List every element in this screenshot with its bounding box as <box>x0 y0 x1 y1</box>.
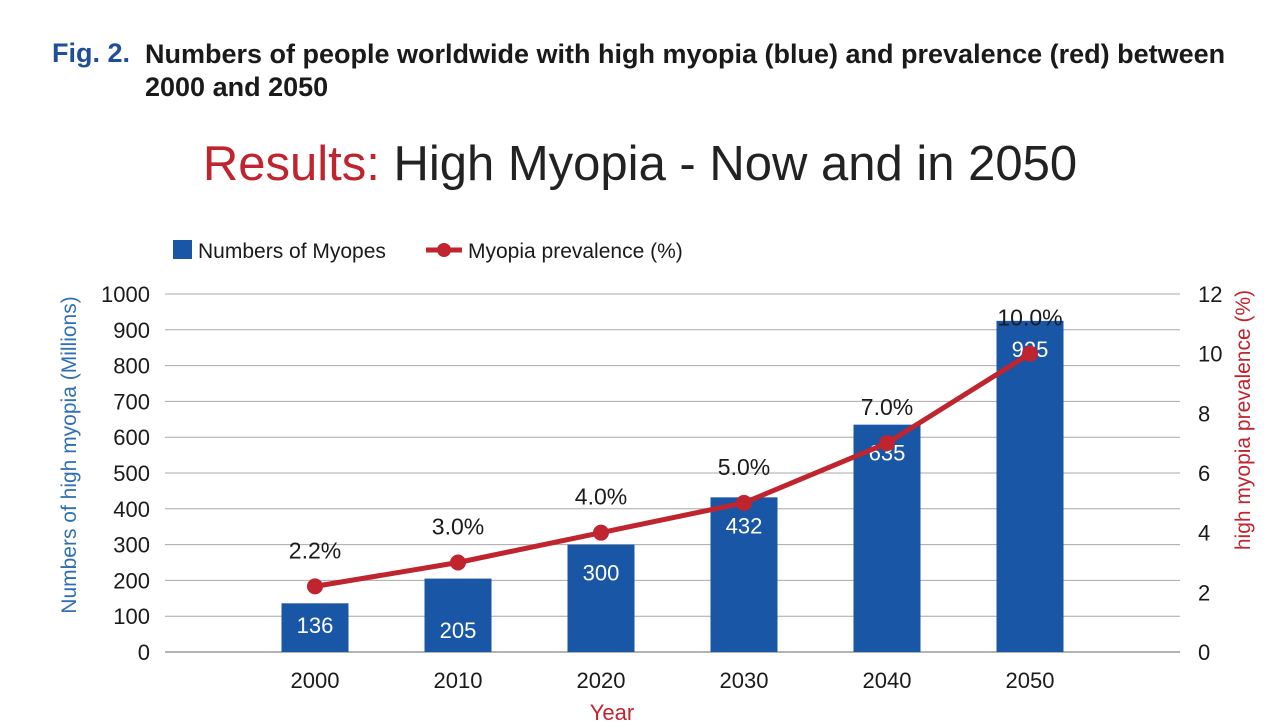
y-tick-label-left: 100 <box>113 604 150 629</box>
bar-value-label: 136 <box>297 613 334 638</box>
y-tick-label-left: 0 <box>138 640 150 665</box>
prevalence-point <box>307 578 323 595</box>
y-tick-label-right: 8 <box>1198 401 1210 426</box>
prevalence-point <box>450 554 466 571</box>
bar-value-label: 432 <box>726 513 763 538</box>
x-tick-label: 2010 <box>434 668 483 693</box>
x-tick-label: 2000 <box>291 668 340 693</box>
chart-title-accent: Results: <box>202 137 380 191</box>
prevalence-point <box>736 494 752 511</box>
legend-marker-prevalence <box>437 243 451 257</box>
y-tick-label-right: 6 <box>1198 461 1210 486</box>
y-axis-title-left: Numbers of high myopia (Millions) <box>58 296 81 613</box>
figure-caption-text: Numbers of people worldwide with high my… <box>145 39 1226 102</box>
bar-value-label: 300 <box>583 561 620 586</box>
x-tick-label: 2030 <box>720 668 769 693</box>
prevalence-point <box>1022 345 1038 362</box>
y-tick-label-left: 400 <box>113 497 150 522</box>
legend-swatch-bars <box>173 240 192 259</box>
y-tick-label-right: 12 <box>1198 282 1222 307</box>
y-tick-label-right: 0 <box>1198 640 1210 665</box>
bar-2000 <box>281 603 349 652</box>
y-tick-label-left: 200 <box>113 568 150 593</box>
y-tick-label-left: 600 <box>113 425 150 450</box>
bar-value-label: 205 <box>440 618 477 643</box>
figure-number: Fig. 2. <box>52 38 131 68</box>
bar-2050 <box>996 320 1064 652</box>
prevalence-line <box>314 351 1032 589</box>
y-tick-label-left: 500 <box>113 461 150 486</box>
bar-2010 <box>424 578 492 652</box>
chart-title: Results: High Myopia - Now and in 2050 <box>0 136 1280 192</box>
chart-title-main: High Myopia - Now and in 2050 <box>379 137 1078 191</box>
y-tick-label-left: 1000 <box>101 282 150 307</box>
x-tick-label: 2050 <box>1006 668 1055 693</box>
y-tick-label-right: 4 <box>1198 521 1210 546</box>
y-tick-label-right: 10 <box>1198 342 1222 367</box>
y-tick-label-right: 2 <box>1198 580 1210 605</box>
y-tick-label-left: 300 <box>113 533 150 558</box>
x-tick-label: 2020 <box>577 668 626 693</box>
legend-label-prevalence: Myopia prevalence (%) <box>468 240 683 263</box>
x-axis-title: Year <box>590 700 634 725</box>
bar-2020 <box>567 544 635 652</box>
x-tick-label: 2040 <box>863 668 912 693</box>
prevalence-label: 2.2% <box>289 537 341 563</box>
prevalence-label: 3.0% <box>432 514 484 540</box>
prevalence-point <box>593 524 609 541</box>
prevalence-label: 4.0% <box>575 484 627 510</box>
y-tick-label-left: 800 <box>113 354 150 379</box>
prevalence-label: 10.0% <box>997 305 1062 331</box>
bar-2030 <box>710 497 778 652</box>
y-tick-label-left: 700 <box>113 389 150 414</box>
prevalence-point <box>879 435 895 452</box>
y-tick-label-left: 900 <box>113 318 150 343</box>
y-axis-title-right: high myopia prevalence (%) <box>1232 290 1255 550</box>
prevalence-label: 7.0% <box>861 394 913 420</box>
bar-2040 <box>853 424 921 652</box>
prevalence-label: 5.0% <box>718 454 770 480</box>
legend-label-bars: Numbers of Myopes <box>198 240 386 263</box>
